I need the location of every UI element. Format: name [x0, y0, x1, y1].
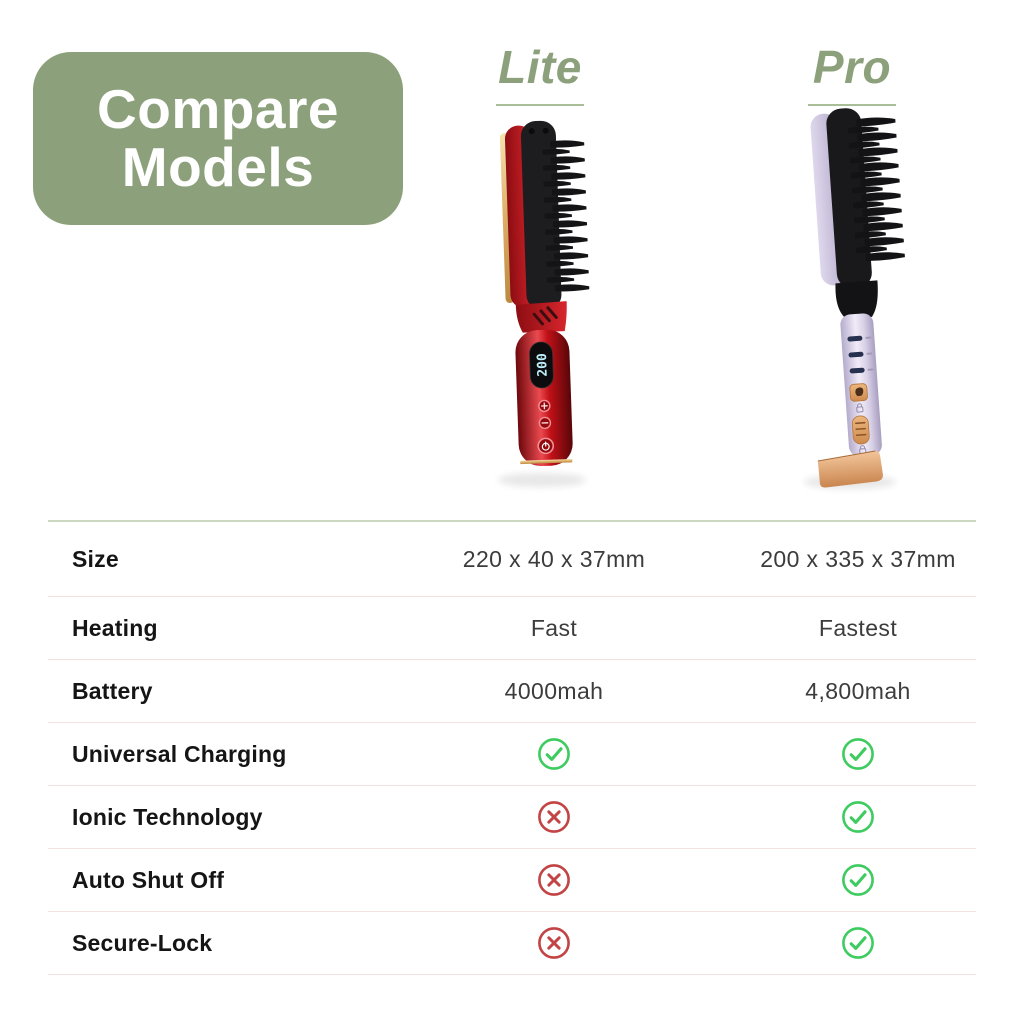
neck: [515, 301, 567, 333]
cell-pro: 200 x 335 x 37mm: [740, 546, 976, 573]
lite-brush: 200: [499, 120, 590, 467]
temperature-display-panel: 200: [529, 341, 554, 389]
table-row: Secure-Lock: [48, 912, 976, 975]
cell-lite: [368, 736, 740, 772]
touch-button-icon: [849, 383, 868, 402]
cell-value: Fastest: [818, 614, 898, 641]
row-label: Ionic Technology: [72, 803, 263, 830]
lite-brush-svg: 200: [498, 120, 590, 487]
pro-brush: [810, 108, 906, 488]
power-button-icon: [537, 437, 555, 455]
cell-pro: [740, 925, 976, 961]
check-icon: [538, 738, 570, 770]
cell-value: Fast: [530, 614, 578, 641]
cell-lite: [368, 799, 740, 835]
lite-product-image: 200: [468, 116, 618, 499]
table-row: Ionic Technology: [48, 786, 976, 849]
copper-base: [817, 450, 883, 488]
lite-underline: [496, 104, 584, 106]
minus-button-icon: [538, 416, 552, 430]
cell-lite: [368, 862, 740, 898]
row-label: Auto Shut Off: [72, 866, 225, 893]
badge-title-line1: Compare: [97, 77, 339, 140]
row-label: Heating: [72, 614, 158, 641]
cell-pro: Fastest: [740, 615, 976, 642]
column-heading-lite: Lite: [440, 40, 640, 106]
cell-pro: 4,800mah: [740, 678, 976, 705]
table-row: Heating Fast Fastest: [48, 597, 976, 660]
table-row: Size 220 x 40 x 37mm 200 x 335 x 37mm: [48, 520, 976, 597]
compare-models-badge: Compare Models: [33, 52, 403, 225]
row-label: Size: [72, 545, 119, 572]
pro-label: Pro: [812, 41, 892, 93]
column-heading-pro: Pro: [752, 40, 952, 106]
lock-icon: [856, 403, 864, 413]
cell-pro: [740, 862, 976, 898]
temperature-indicator-icon: [847, 335, 874, 374]
vent-slits-icon: [532, 306, 558, 326]
temperature-display: 200: [535, 353, 551, 377]
cell-lite: [368, 925, 740, 961]
cell-lite: Fast: [368, 615, 740, 642]
cell-lite: 220 x 40 x 37mm: [368, 546, 740, 573]
check-icon: [842, 738, 874, 770]
row-label: Universal Charging: [72, 740, 287, 767]
check-icon: [842, 864, 874, 896]
table-row: Battery 4000mah 4,800mah: [48, 660, 976, 723]
slider-switch: [851, 415, 870, 445]
badge-title-line2: Models: [121, 135, 315, 198]
cell-value: 220 x 40 x 37mm: [462, 545, 646, 572]
check-icon: [842, 927, 874, 959]
head-joint: [835, 280, 878, 319]
cell-value: 4,800mah: [805, 677, 911, 704]
cell-pro: [740, 736, 976, 772]
gold-ring: [520, 458, 573, 465]
table-row: Auto Shut Off: [48, 849, 976, 912]
check-icon: [842, 801, 874, 833]
row-label: Battery: [72, 677, 153, 704]
pro-product-image: [780, 104, 935, 501]
pro-underline: [808, 104, 896, 106]
table-row: Universal Charging: [48, 723, 976, 786]
cell-value: 200 x 335 x 37mm: [760, 545, 956, 572]
cell-pro: [740, 799, 976, 835]
cross-icon: [538, 801, 570, 833]
cell-value: 4000mah: [504, 677, 604, 704]
plus-button-icon: [538, 399, 551, 413]
cell-lite: 4000mah: [368, 678, 740, 705]
pro-brush-svg: [804, 108, 906, 489]
row-label: Secure-Lock: [72, 929, 213, 956]
comparison-table: Size 220 x 40 x 37mm 200 x 335 x 37mm Heati…: [48, 520, 976, 975]
lite-shadow: [498, 473, 586, 487]
lite-label: Lite: [498, 41, 582, 93]
cross-icon: [538, 864, 570, 896]
cross-icon: [538, 927, 570, 959]
